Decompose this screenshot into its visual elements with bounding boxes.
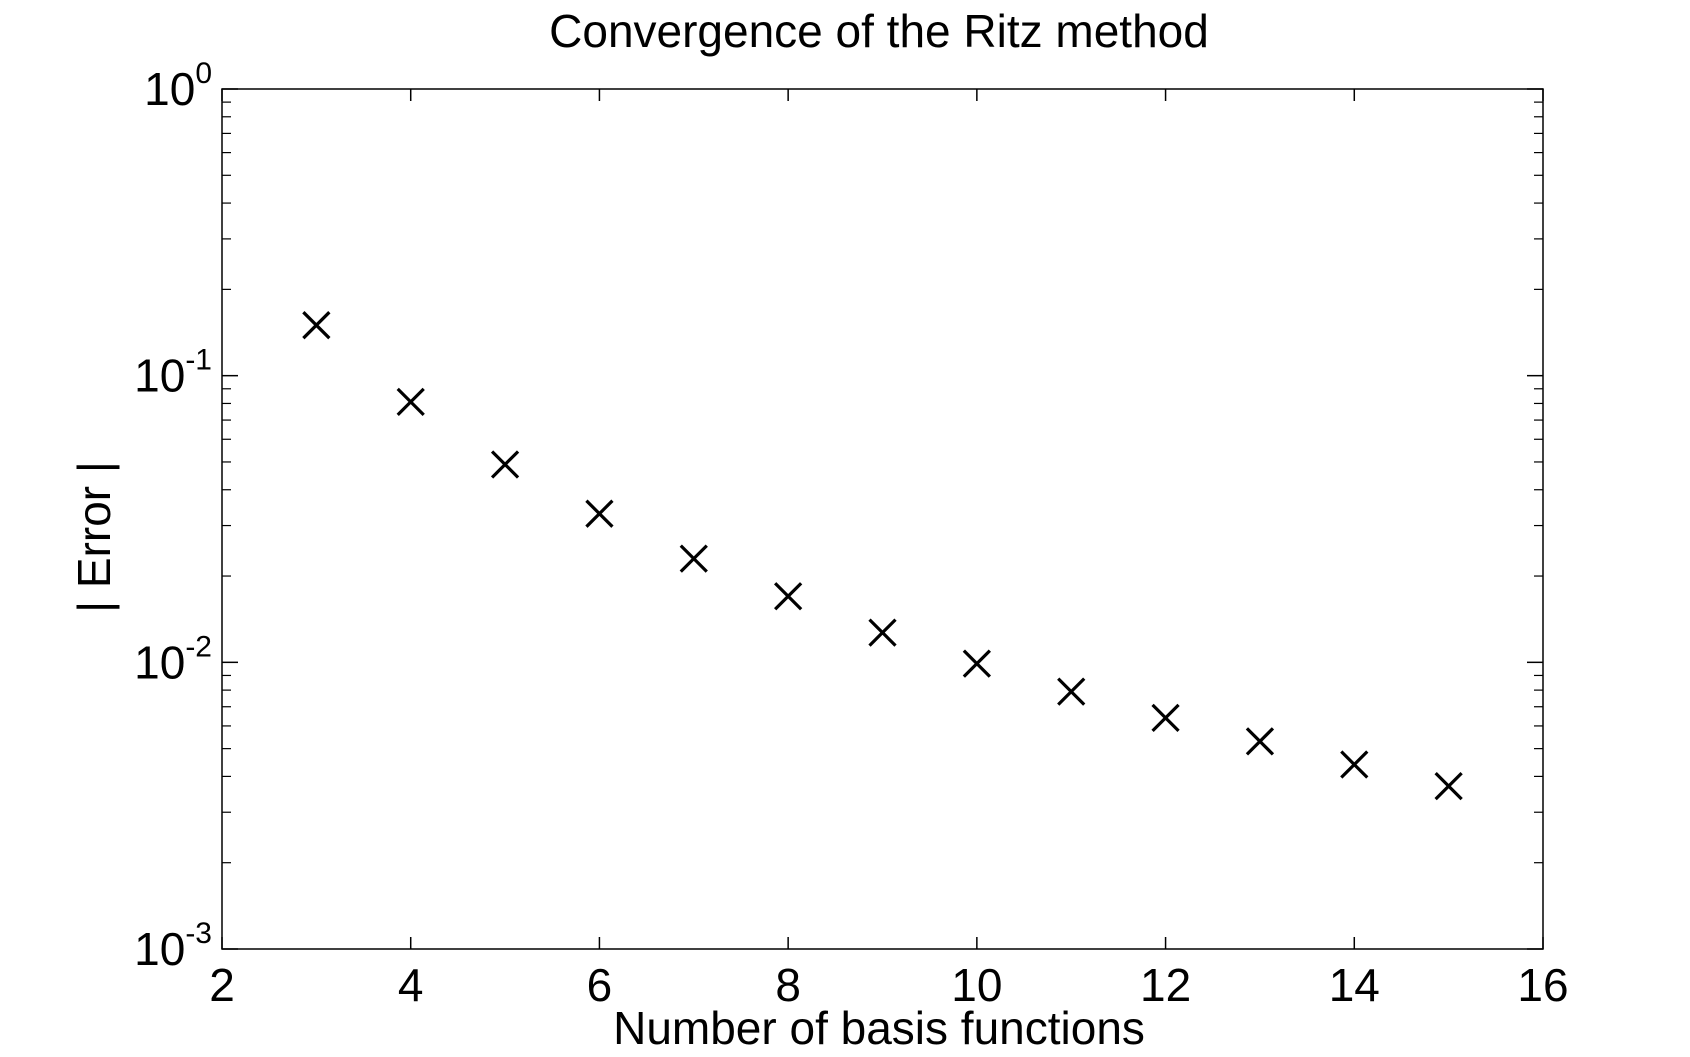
data-point-marker bbox=[1245, 727, 1275, 756]
x-tick-label: 4 bbox=[398, 959, 424, 1011]
data-point-marker bbox=[1057, 677, 1086, 706]
x-axis-label: Number of basis functions bbox=[613, 1002, 1145, 1054]
data-point-marker bbox=[679, 544, 708, 573]
y-tick-label: 10-1 bbox=[134, 344, 212, 402]
chart-title: Convergence of the Ritz method bbox=[549, 5, 1209, 57]
x-tick-label: 14 bbox=[1329, 959, 1380, 1011]
data-point-marker bbox=[868, 618, 897, 647]
data-point-marker bbox=[585, 499, 614, 528]
data-point-marker bbox=[302, 311, 331, 340]
plot-area: 2 4 6 8 10 12 14 16 100 10-1 10-2 10-3 bbox=[134, 57, 1568, 1011]
x-tick-label: 10 bbox=[951, 959, 1002, 1011]
x-tick-label: 12 bbox=[1140, 959, 1191, 1011]
x-tick-label: 2 bbox=[209, 959, 235, 1011]
y-tick-label: 10-3 bbox=[134, 917, 212, 975]
y-tick-label: 100 bbox=[144, 57, 212, 115]
x-tick-label: 8 bbox=[775, 959, 801, 1011]
data-point-marker bbox=[490, 450, 520, 479]
y-axis-label: | Error | bbox=[68, 461, 120, 613]
data-point-marker bbox=[774, 582, 803, 611]
x-tick-label: 6 bbox=[587, 959, 613, 1011]
x-tick-label: 16 bbox=[1517, 959, 1568, 1011]
data-point-marker bbox=[1434, 771, 1463, 801]
data-point-marker bbox=[396, 387, 425, 417]
data-point-marker bbox=[1151, 703, 1180, 733]
data-point-marker bbox=[962, 649, 991, 678]
plot-frame bbox=[221, 88, 1544, 950]
y-tick-label: 10-2 bbox=[134, 630, 212, 688]
data-point-marker bbox=[1340, 750, 1369, 779]
